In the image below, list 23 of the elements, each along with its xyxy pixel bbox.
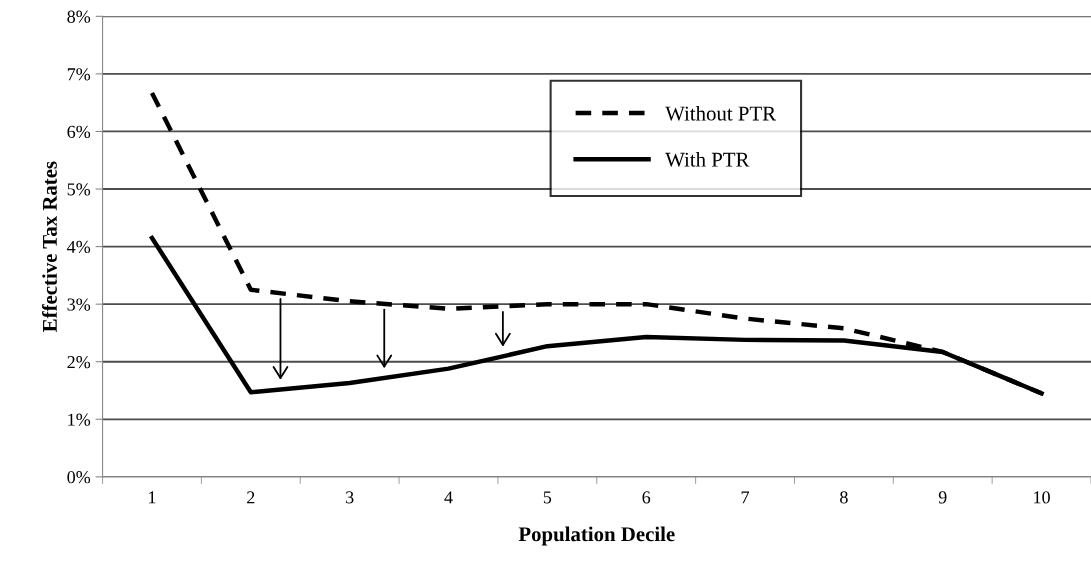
x-tick-label: 7 xyxy=(741,491,750,504)
x-tick-label: 10 xyxy=(1034,491,1050,504)
y-tick-label: 1% xyxy=(68,413,91,426)
x-tick-label: 3 xyxy=(346,491,354,504)
y-tick-label: 8% xyxy=(67,10,91,23)
legend-label: Without PTR xyxy=(665,105,777,121)
y-tick-label: 7% xyxy=(67,68,91,81)
x-tick-label: 4 xyxy=(444,491,453,504)
y-tick-label: 3% xyxy=(67,298,91,311)
y-tick-label: 4% xyxy=(67,240,91,254)
y-tick-label: 5% xyxy=(67,183,91,196)
y-tick-label: 0% xyxy=(67,471,91,484)
x-axis-title: Population Decile xyxy=(518,526,675,546)
x-tick-label: 8 xyxy=(840,491,848,504)
x-tick-label: 1 xyxy=(149,491,156,504)
x-tick-label: 5 xyxy=(543,491,552,504)
x-tick-label: 2 xyxy=(247,491,255,504)
y-axis-title: Effective Tax Rates xyxy=(42,161,57,332)
y-tick-label: 2% xyxy=(67,355,91,369)
x-tick-label: 6 xyxy=(642,491,651,504)
y-tick-label: 6% xyxy=(67,125,91,138)
x-tick-label: 9 xyxy=(938,491,947,504)
legend-label: With PTR xyxy=(665,152,750,167)
